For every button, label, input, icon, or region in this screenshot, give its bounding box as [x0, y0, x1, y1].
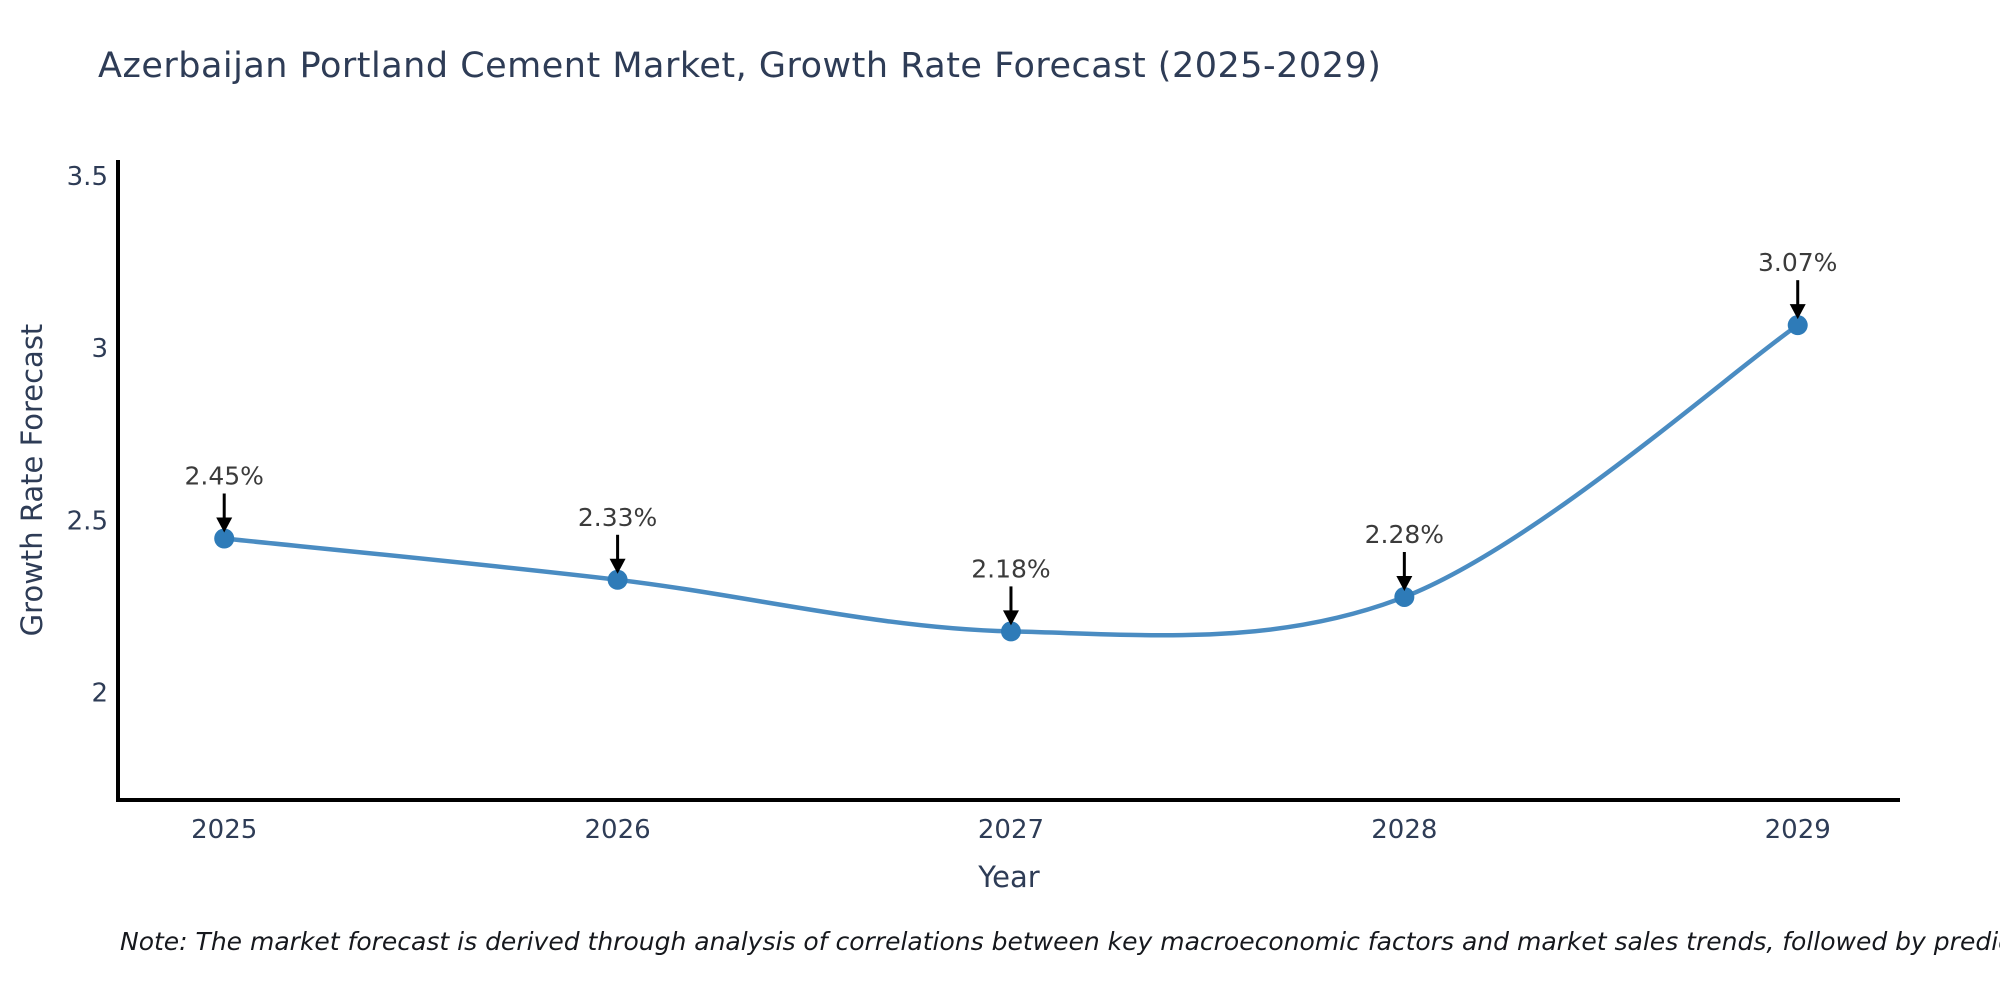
- y-tick-label: 2: [91, 678, 108, 708]
- annotation-arrow-head: [1789, 304, 1806, 320]
- y-tick-label: 2.5: [67, 506, 108, 536]
- point-annotation: 2.18%: [971, 554, 1050, 583]
- data-point-marker: [1787, 315, 1808, 336]
- annotation-arrow-head: [216, 517, 233, 533]
- point-annotation: 2.33%: [578, 503, 657, 532]
- point-annotation: 2.28%: [1365, 520, 1444, 549]
- chart-title: Azerbaijan Portland Cement Market, Growt…: [98, 46, 1382, 86]
- x-tick-label: 2025: [191, 815, 257, 845]
- data-point-marker: [214, 528, 235, 549]
- annotation-arrow-head: [1002, 610, 1019, 626]
- data-point-marker: [607, 569, 628, 590]
- annotation-arrow-head: [609, 558, 626, 574]
- x-tick-label: 2028: [1371, 815, 1437, 845]
- data-point-marker: [1000, 621, 1021, 642]
- x-tick-label: 2027: [978, 815, 1044, 845]
- y-tick-label: 3: [91, 334, 108, 364]
- y-tick-label: 3.5: [67, 162, 108, 192]
- point-annotation: 2.45%: [185, 461, 264, 490]
- x-axis-title: Year: [978, 860, 1040, 894]
- footnote: Note: The market forecast is derived thr…: [120, 927, 2000, 956]
- x-tick-label: 2029: [1765, 815, 1831, 845]
- point-annotation: 3.07%: [1758, 248, 1837, 277]
- data-point-marker: [1394, 586, 1415, 607]
- annotation-arrow-head: [1396, 575, 1413, 591]
- x-tick-label: 2026: [585, 815, 651, 845]
